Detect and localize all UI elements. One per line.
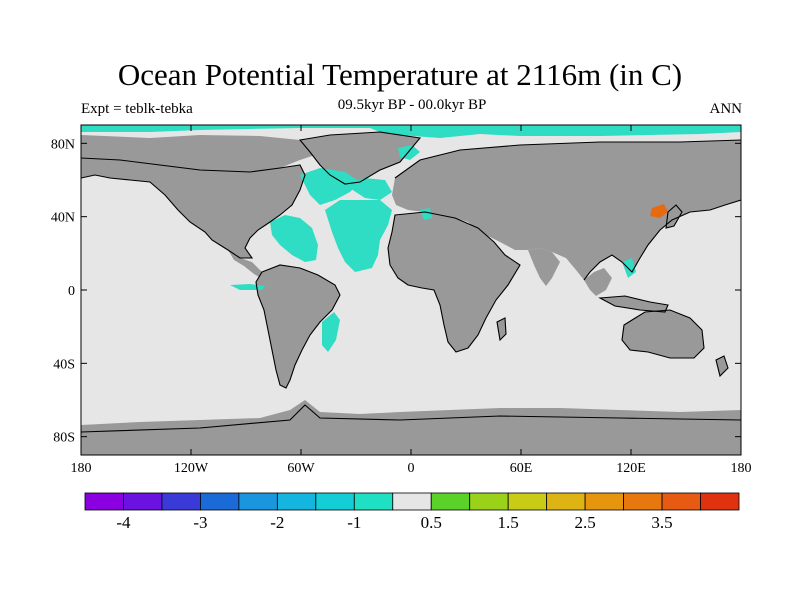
cold-nordic-seas: [345, 178, 392, 200]
colorbar-box: [623, 492, 663, 511]
y-tick-label: 80N: [51, 137, 75, 152]
land-southeast-asia: [584, 268, 612, 296]
colorbar-box: [84, 492, 124, 511]
colorbar-box: [584, 492, 624, 511]
cold-western-atlantic: [270, 215, 318, 262]
cold-mediterranean: [420, 208, 432, 220]
time-period-label: 09.5kyr BP - 00.0kyr BP: [337, 97, 487, 113]
cold-south-china-sea: [622, 258, 636, 278]
experiment-label: Expt = teblk-tebka: [81, 101, 193, 117]
warm-anomaly-yellow-sea: [650, 204, 668, 218]
colorbar-label: 1.5: [498, 513, 519, 532]
colorbar-box: [469, 492, 509, 511]
colorbar-labels: -4 -3 -2 -1 0.5 1.5 2.5 3.5: [116, 513, 672, 532]
colorbar-box: [315, 492, 355, 511]
colorbar-label: 3.5: [651, 513, 672, 532]
land-indonesia: [600, 296, 668, 312]
colorbar-box: [353, 492, 394, 511]
y-tick-label: 0: [68, 284, 75, 299]
cold-anomaly-regions: [81, 125, 741, 352]
land-antarctica: [81, 400, 741, 455]
land-south-america: [256, 265, 340, 388]
cold-arctic-band: [81, 125, 741, 138]
cold-labrador-sea: [300, 168, 360, 205]
colorbar-box: [430, 492, 471, 511]
x-tick-label: 0: [408, 461, 415, 476]
land-india: [528, 248, 560, 286]
colorbar-box: [546, 492, 586, 511]
land-africa: [388, 212, 520, 352]
coastlines: [81, 131, 741, 433]
colorbar-label: -2: [270, 513, 284, 532]
land-britain: [399, 178, 408, 196]
land-australia: [622, 310, 704, 358]
colorbar-box: [123, 492, 163, 511]
colorbar-box: [700, 492, 740, 511]
map-title: Ocean Potential Temperature at 2116m (in…: [117, 57, 683, 92]
season-label: ANN: [709, 101, 743, 117]
colorbar-box: [276, 492, 317, 511]
x-tick-label: 60W: [287, 461, 315, 476]
land-north-america: [81, 158, 305, 258]
y-tick-label: 40S: [53, 357, 75, 372]
colorbar-label: -3: [193, 513, 207, 532]
x-tick-label: 180: [731, 461, 752, 476]
colorbar-label: 0.5: [421, 513, 442, 532]
cold-brazil-margin: [322, 312, 340, 352]
x-tick-label: 120E: [616, 461, 646, 476]
x-tick-label: 60E: [510, 461, 533, 476]
y-tick-label: 80S: [53, 431, 75, 446]
y-tick-label: 40N: [51, 211, 75, 226]
colorbar-label: 2.5: [574, 513, 595, 532]
colorbar-box: [161, 492, 201, 511]
colorbar-label: -4: [116, 513, 131, 532]
colorbar-box: [200, 492, 240, 511]
colorbar-box: [238, 492, 278, 511]
colorbar-box: [661, 492, 701, 511]
x-tick-label: 180: [71, 461, 92, 476]
x-tick-label: 120W: [174, 461, 209, 476]
colorbar-label: -1: [347, 513, 361, 532]
colorbar-box: [392, 492, 432, 511]
cold-baffin: [398, 145, 420, 160]
cold-north-atlantic: [325, 200, 392, 272]
colorbar-boxes: [84, 492, 740, 511]
land-eurasia: [392, 140, 741, 280]
colorbar-box: [507, 492, 548, 511]
axis-ticks: 180 120W 60W 0 60E 120E 180 80N 40N 0 40S 80S: [51, 125, 752, 476]
